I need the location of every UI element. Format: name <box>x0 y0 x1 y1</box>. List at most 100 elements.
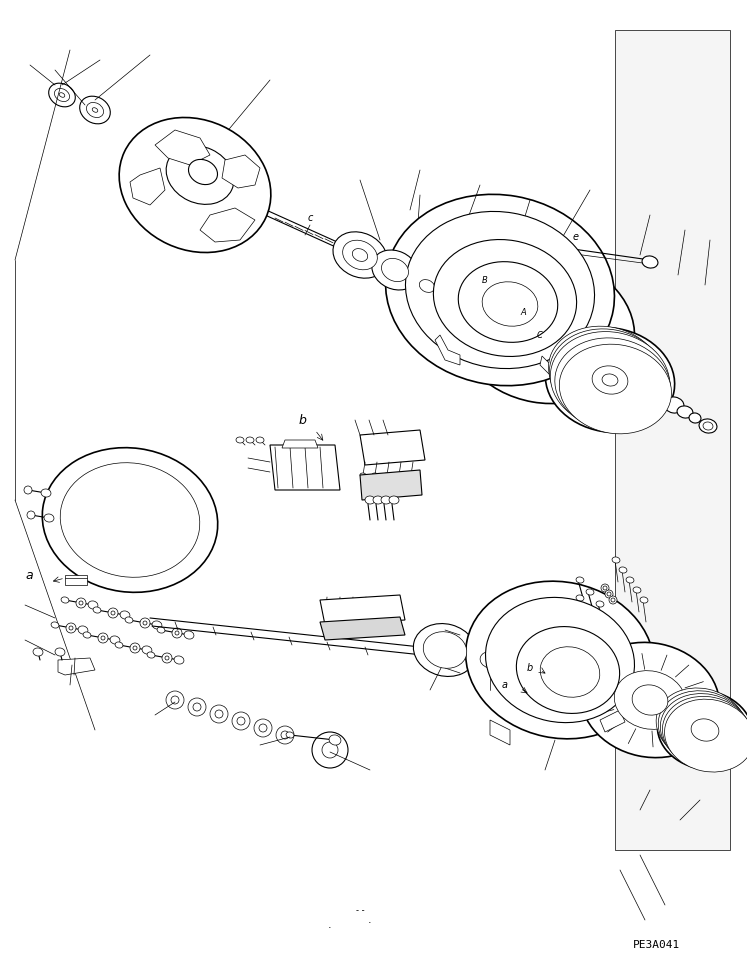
Ellipse shape <box>558 338 662 423</box>
Ellipse shape <box>286 732 294 738</box>
Ellipse shape <box>471 296 513 332</box>
Polygon shape <box>320 617 405 640</box>
Ellipse shape <box>596 601 604 607</box>
Circle shape <box>24 486 32 494</box>
Ellipse shape <box>640 597 648 603</box>
Circle shape <box>611 598 615 602</box>
Ellipse shape <box>664 397 684 413</box>
Ellipse shape <box>602 374 618 386</box>
Polygon shape <box>222 155 260 188</box>
Ellipse shape <box>389 496 399 504</box>
Text: a: a <box>25 568 33 582</box>
Circle shape <box>281 731 289 739</box>
Ellipse shape <box>246 437 254 443</box>
Ellipse shape <box>87 102 104 117</box>
Ellipse shape <box>83 632 91 638</box>
Text: .: . <box>328 920 332 930</box>
Circle shape <box>453 226 462 236</box>
Ellipse shape <box>33 648 43 656</box>
Ellipse shape <box>456 256 634 403</box>
Ellipse shape <box>576 577 584 583</box>
Ellipse shape <box>465 582 654 739</box>
Polygon shape <box>130 168 165 205</box>
Circle shape <box>215 710 223 718</box>
Ellipse shape <box>677 406 693 418</box>
Circle shape <box>143 621 147 625</box>
Circle shape <box>76 598 86 608</box>
Polygon shape <box>320 595 405 625</box>
Ellipse shape <box>55 89 69 101</box>
Ellipse shape <box>642 256 658 268</box>
Polygon shape <box>282 440 318 448</box>
Ellipse shape <box>424 632 467 668</box>
Circle shape <box>69 626 73 630</box>
Ellipse shape <box>614 670 686 729</box>
Ellipse shape <box>61 462 199 577</box>
Circle shape <box>188 698 206 716</box>
Ellipse shape <box>580 642 719 758</box>
Ellipse shape <box>385 195 615 385</box>
Ellipse shape <box>663 696 747 769</box>
Ellipse shape <box>406 212 595 369</box>
Ellipse shape <box>592 366 628 394</box>
Ellipse shape <box>612 557 620 563</box>
Ellipse shape <box>382 258 409 281</box>
Polygon shape <box>360 470 422 500</box>
Ellipse shape <box>384 473 390 477</box>
Circle shape <box>232 712 250 730</box>
Circle shape <box>172 628 182 638</box>
Ellipse shape <box>55 648 65 656</box>
Ellipse shape <box>88 601 98 609</box>
Ellipse shape <box>92 108 98 113</box>
Ellipse shape <box>586 589 594 595</box>
Circle shape <box>108 608 118 618</box>
Ellipse shape <box>658 690 747 764</box>
Ellipse shape <box>458 262 558 342</box>
Ellipse shape <box>256 437 264 443</box>
Ellipse shape <box>660 693 747 767</box>
Ellipse shape <box>703 422 713 430</box>
Polygon shape <box>490 720 510 745</box>
Circle shape <box>27 511 35 519</box>
Text: C: C <box>537 330 543 340</box>
Ellipse shape <box>633 587 641 593</box>
Polygon shape <box>540 356 570 380</box>
Ellipse shape <box>555 357 575 373</box>
Circle shape <box>130 643 140 653</box>
Ellipse shape <box>174 656 184 664</box>
Text: c: c <box>307 213 313 223</box>
Ellipse shape <box>93 607 101 613</box>
Ellipse shape <box>576 595 584 601</box>
Ellipse shape <box>468 641 512 678</box>
Circle shape <box>453 344 462 353</box>
Circle shape <box>165 656 169 660</box>
Circle shape <box>237 717 245 725</box>
Ellipse shape <box>619 567 627 573</box>
Circle shape <box>259 724 267 732</box>
Ellipse shape <box>665 699 747 772</box>
Circle shape <box>171 696 179 704</box>
Ellipse shape <box>343 240 377 270</box>
Ellipse shape <box>657 690 747 769</box>
Circle shape <box>322 742 338 758</box>
Ellipse shape <box>381 496 391 504</box>
Ellipse shape <box>656 688 746 761</box>
Ellipse shape <box>691 718 719 742</box>
Ellipse shape <box>443 285 477 315</box>
Circle shape <box>605 590 613 598</box>
Ellipse shape <box>413 624 477 676</box>
Circle shape <box>603 586 607 590</box>
Text: PE3A041: PE3A041 <box>633 940 680 950</box>
Ellipse shape <box>482 282 538 326</box>
Ellipse shape <box>333 232 387 278</box>
Ellipse shape <box>548 326 660 416</box>
Circle shape <box>79 601 83 605</box>
Ellipse shape <box>372 473 378 477</box>
Ellipse shape <box>110 636 120 644</box>
Ellipse shape <box>49 83 75 107</box>
Ellipse shape <box>115 642 123 648</box>
Text: B: B <box>482 275 488 284</box>
Ellipse shape <box>184 631 194 639</box>
Ellipse shape <box>166 145 234 204</box>
Ellipse shape <box>360 473 366 477</box>
